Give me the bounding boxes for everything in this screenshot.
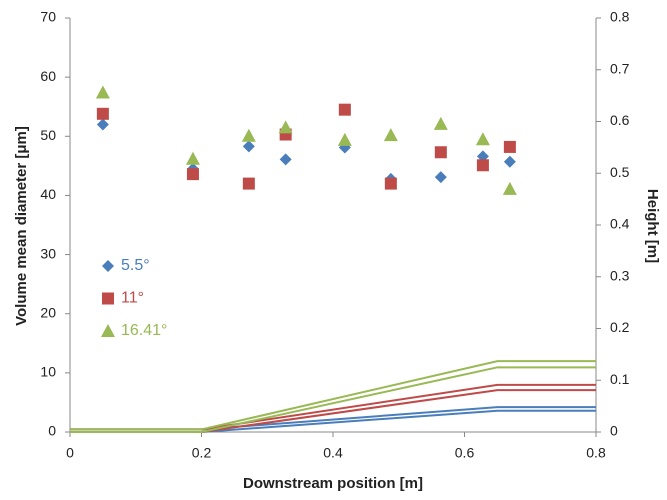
y-tick-label: 60 bbox=[40, 68, 56, 84]
triangle-marker bbox=[383, 128, 398, 142]
square-marker bbox=[242, 177, 255, 190]
y2-tick-label: 0.6 bbox=[610, 112, 630, 128]
y2-tick-label: 0.5 bbox=[610, 164, 630, 180]
y2-tick-label: 0.1 bbox=[610, 371, 630, 387]
x-axis-title: Downstream position [m] bbox=[243, 475, 423, 492]
square-marker bbox=[434, 146, 447, 159]
y-tick-label: 0 bbox=[48, 423, 56, 439]
square-marker bbox=[186, 168, 199, 181]
triangle-marker bbox=[337, 132, 352, 146]
y2-axis-title: Height [m] bbox=[644, 189, 661, 263]
y-tick-label: 70 bbox=[40, 9, 56, 25]
legend-marker bbox=[102, 292, 114, 305]
y2-tick-label: 0.4 bbox=[610, 216, 630, 232]
y2-tick-label: 0.3 bbox=[610, 267, 630, 283]
triangle-marker bbox=[95, 85, 110, 99]
y2-tick-label: 0.7 bbox=[610, 60, 630, 76]
x-tick-label: 0.8 bbox=[586, 445, 606, 461]
x-tick-label: 0 bbox=[66, 445, 74, 461]
x-tick-label: 0.4 bbox=[323, 445, 343, 461]
height-line bbox=[70, 360, 596, 431]
triangle-marker bbox=[278, 120, 293, 134]
diamond-marker bbox=[503, 155, 516, 168]
diamond-marker bbox=[242, 140, 255, 153]
square-marker bbox=[384, 177, 397, 190]
square-marker bbox=[96, 107, 109, 120]
y-tick-label: 10 bbox=[40, 364, 56, 380]
y-tick-label: 40 bbox=[40, 186, 56, 202]
x-tick-label: 0.6 bbox=[455, 445, 475, 461]
x-tick-label: 0.2 bbox=[192, 445, 212, 461]
y2-tick-label: 0.8 bbox=[610, 9, 630, 25]
triangle-marker bbox=[475, 132, 490, 146]
triangle-marker bbox=[502, 181, 517, 195]
triangle-marker bbox=[241, 128, 256, 142]
triangle-marker bbox=[433, 116, 448, 130]
square-marker bbox=[476, 159, 489, 172]
y-axis-title: Volume mean diameter [μm] bbox=[13, 126, 30, 326]
triangle-marker bbox=[185, 151, 200, 165]
square-marker bbox=[503, 140, 516, 153]
diamond-marker bbox=[96, 118, 109, 131]
height-line bbox=[70, 366, 596, 433]
y2-tick-label: 0 bbox=[610, 423, 618, 439]
legend-marker bbox=[102, 260, 114, 272]
diamond-marker bbox=[434, 171, 447, 184]
legend-marker bbox=[101, 324, 115, 337]
square-marker bbox=[338, 103, 351, 116]
legend-label: 16.41° bbox=[121, 322, 167, 339]
legend-label: 5.5° bbox=[121, 257, 150, 274]
y-tick-label: 50 bbox=[40, 127, 56, 143]
y-tick-label: 30 bbox=[40, 245, 56, 261]
legend-label: 11° bbox=[121, 290, 144, 307]
y2-tick-label: 0.2 bbox=[610, 319, 630, 335]
diamond-marker bbox=[279, 153, 292, 166]
y-tick-label: 20 bbox=[40, 304, 56, 320]
